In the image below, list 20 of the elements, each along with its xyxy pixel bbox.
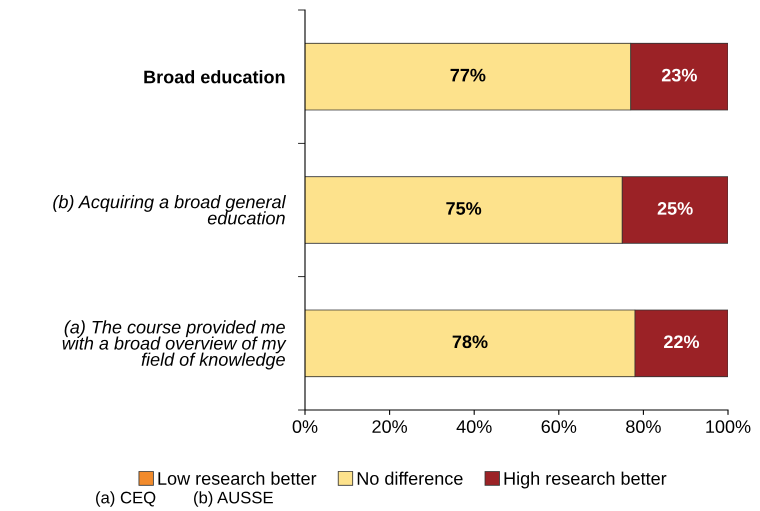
legend-label: No difference <box>358 472 463 485</box>
text: (b) AUSSE <box>194 491 273 507</box>
data-label: 78% <box>452 335 488 348</box>
y-tick-label: (a) The course provided me with a broad overview of my field of knowledge <box>62 320 286 370</box>
x-tick-label: 20% <box>372 420 408 433</box>
text: (a) CEQ <box>96 491 156 507</box>
y-tick-label: (b) Acquiring a broad general education <box>53 195 286 224</box>
legend-label: Low research better <box>158 472 316 485</box>
data-label: 75% <box>446 202 482 215</box>
data-label: 25% <box>658 202 693 215</box>
legend-label: High research better <box>504 472 666 488</box>
x-tick-label: 0% <box>292 420 318 433</box>
data-label: 23% <box>662 68 697 82</box>
y-tick-label: Broad education <box>144 70 284 84</box>
data-label: 22% <box>664 335 700 348</box>
x-tick-label: 80% <box>626 420 661 433</box>
x-tick-label: 40% <box>456 420 492 433</box>
x-tick-label: 60% <box>542 420 576 433</box>
x-tick-label: 100% <box>706 420 750 433</box>
data-label: 77% <box>450 68 486 82</box>
